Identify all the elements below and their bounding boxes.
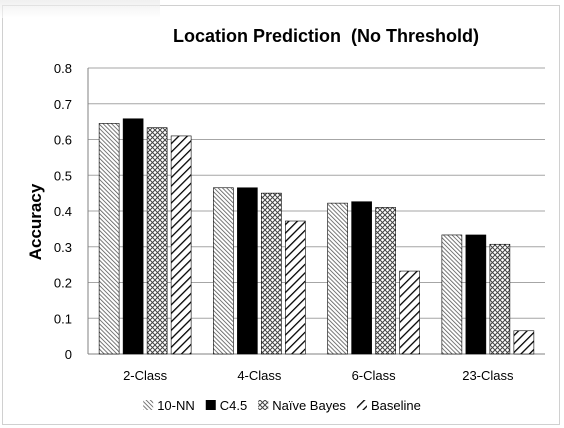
x-axis-ticks: 2-Class 4-Class 6-Class 23-Class xyxy=(123,368,514,383)
y-tick-label: 0.2 xyxy=(54,276,72,291)
bar-na-ve-bayes-23-class xyxy=(489,243,511,355)
bar-c4-5-2-class xyxy=(122,118,144,355)
legend-swatch xyxy=(356,400,367,410)
bar-na-ve-bayes-2-class xyxy=(146,127,168,355)
legend: 10-NN C4.5 Naïve Bayes Baseline xyxy=(143,398,421,413)
legend-label: C4.5 xyxy=(220,398,247,413)
x-tick-label: 23-Class xyxy=(462,368,514,383)
chart-title: Location Prediction (No Threshold) xyxy=(173,26,479,46)
bar-na-ve-bayes-4-class xyxy=(261,192,282,355)
legend-swatch xyxy=(258,400,269,410)
x-tick-label: 6-Class xyxy=(352,368,397,383)
y-tick-label: 0.8 xyxy=(54,61,72,76)
legend-label: Naïve Bayes xyxy=(272,398,346,413)
y-tick-label: 0.6 xyxy=(54,133,72,148)
bar-baseline-23-class xyxy=(513,330,535,355)
bar-c4-5-4-class xyxy=(237,187,258,355)
bar-10-nn-23-class xyxy=(441,234,463,355)
bar-10-nn-2-class xyxy=(98,123,120,355)
legend-label: Baseline xyxy=(371,398,421,413)
legend-swatch xyxy=(143,400,154,410)
y-axis-label: Accuracy xyxy=(26,183,45,260)
y-tick-label: 0 xyxy=(65,347,72,362)
y-tick-label: 0.5 xyxy=(54,168,72,183)
legend-swatch xyxy=(205,400,216,410)
y-tick-label: 0.1 xyxy=(54,311,72,326)
bar-10-nn-4-class xyxy=(213,187,234,355)
bar-baseline-4-class xyxy=(285,220,306,355)
legend-label: 10-NN xyxy=(157,398,195,413)
y-axis-ticks: 0 0.1 0.2 0.3 0.4 0.5 0.6 0.7 0.8 xyxy=(54,61,72,362)
bar-c4-5-6-class xyxy=(351,201,372,355)
bar-baseline-6-class xyxy=(399,270,420,355)
corner-shade xyxy=(0,0,160,18)
bar-c4-5-23-class xyxy=(465,234,487,355)
y-tick-label: 0.4 xyxy=(54,204,72,219)
y-tick-label: 0.3 xyxy=(54,240,72,255)
x-tick-label: 2-Class xyxy=(123,368,168,383)
bar-baseline-2-class xyxy=(170,135,192,355)
y-tick-label: 0.7 xyxy=(54,97,72,112)
chart-frame xyxy=(2,5,560,425)
bar-10-nn-6-class xyxy=(327,202,348,355)
bars xyxy=(98,118,535,355)
bar-na-ve-bayes-6-class xyxy=(375,207,396,355)
x-tick-label: 4-Class xyxy=(237,368,282,383)
